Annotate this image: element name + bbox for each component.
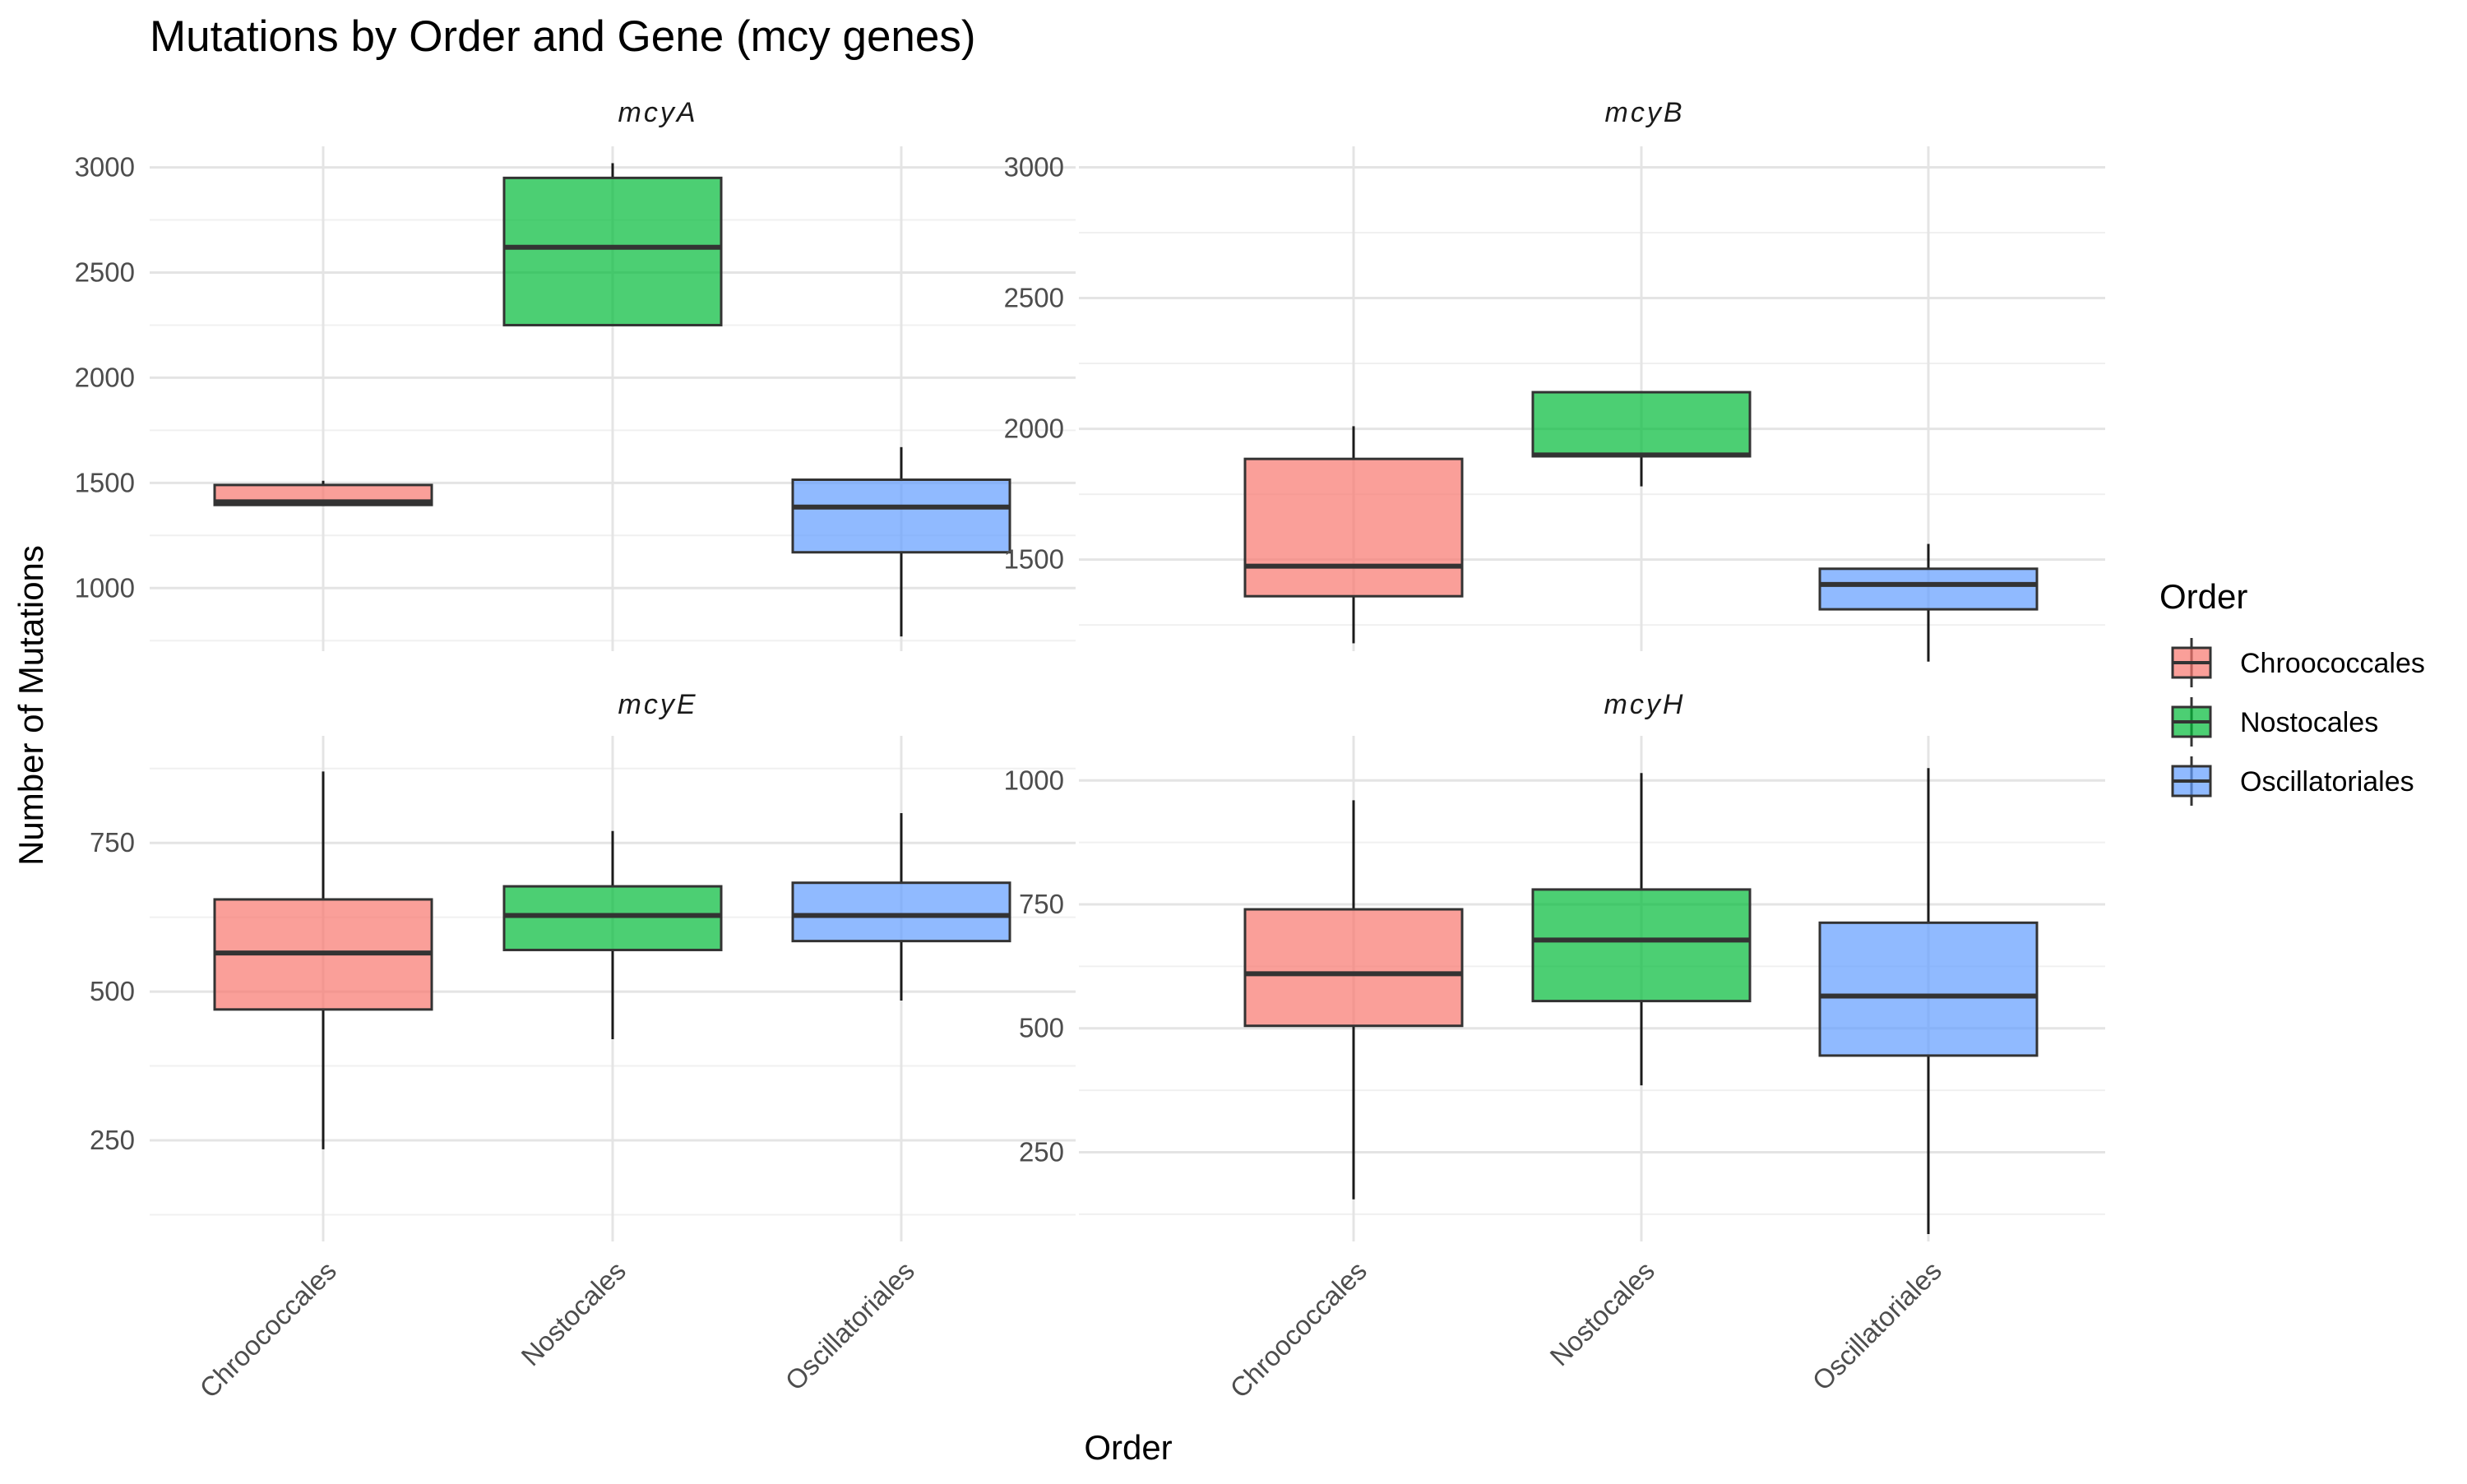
y-tick-label: 250 xyxy=(90,1125,135,1155)
box-iqr xyxy=(791,478,1011,554)
legend-label: Chroococcales xyxy=(2240,648,2425,679)
box-oscillatoriales xyxy=(791,446,1011,637)
facet-panels: 1000 1500 2000 2500 3000 mcyA 1500 2000 2500 3000… xyxy=(75,97,2105,1403)
box-nostocales xyxy=(1531,773,1752,1086)
y-tick-label: 500 xyxy=(1019,1013,1064,1043)
box-iqr xyxy=(1818,921,2039,1057)
box-iqr xyxy=(1818,567,2039,611)
x-tick-label: Nostocales xyxy=(515,1255,632,1372)
y-tick-label: 2000 xyxy=(75,362,135,392)
box-iqr xyxy=(1531,888,1752,1003)
facet-mcyH: 250 500 750 1000 mcyH Chroococcales Nostocales… xyxy=(1004,689,2105,1403)
facet-mcyB: 1500 2000 2500 3000 mcyB xyxy=(1004,97,2105,662)
y-tick-label: 3000 xyxy=(75,152,135,183)
y-tick-label: 1000 xyxy=(75,572,135,603)
box-chroococcales xyxy=(1243,800,1464,1200)
y-tick-label: 2500 xyxy=(1004,283,1064,313)
chart-title: Mutations by Order and Gene (mcy genes) xyxy=(150,12,976,61)
x-tick-label: Oscillatoriales xyxy=(780,1255,920,1396)
box-nostocales xyxy=(1531,391,1752,487)
box-chroococcales xyxy=(213,480,433,506)
box-oscillatoriales xyxy=(1818,543,2039,662)
facet-mcyA: 1000 1500 2000 2500 3000 mcyA xyxy=(75,97,1076,651)
x-axis-title: Order xyxy=(1084,1428,1172,1467)
y-tick-label: 500 xyxy=(90,976,135,1006)
y-tick-label: 3000 xyxy=(1004,151,1064,182)
y-tick-label: 1500 xyxy=(1004,544,1064,575)
facet-mcyE: 250 500 750 mcyE Chroococcales Nostocales Osci… xyxy=(90,689,1076,1403)
facet-strip-label: mcyH xyxy=(1604,689,1686,720)
box-chroococcales xyxy=(1243,426,1464,644)
legend-title: Order xyxy=(2159,577,2247,616)
box-iqr xyxy=(1531,391,1752,458)
y-tick-label: 750 xyxy=(1019,889,1064,919)
facet-strip-label: mcyE xyxy=(618,689,698,720)
box-iqr xyxy=(1243,908,1464,1028)
x-tick-label: Chroococcales xyxy=(193,1255,342,1404)
y-axis-title: Number of Mutations xyxy=(12,545,50,866)
y-tick-label: 1500 xyxy=(75,467,135,497)
legend-item-oscillatoriales: Oscillatoriales xyxy=(2171,756,2414,806)
box-oscillatoriales xyxy=(791,813,1011,1001)
legend-label: Oscillatoriales xyxy=(2240,766,2414,797)
x-tick-label: Oscillatoriales xyxy=(1807,1255,1947,1396)
box-nostocales xyxy=(502,830,723,1039)
y-tick-label: 250 xyxy=(1019,1136,1064,1167)
x-tick-label: Nostocales xyxy=(1544,1255,1660,1372)
legend-item-chroococcales: Chroococcales xyxy=(2171,638,2425,687)
box-nostocales xyxy=(502,163,723,326)
box-iqr xyxy=(502,176,723,326)
legend: Order Chroococcales Nostocales Oscillatori… xyxy=(2159,577,2425,806)
facet-strip-label: mcyB xyxy=(1605,97,1685,128)
box-iqr xyxy=(502,885,723,951)
y-tick-label: 750 xyxy=(90,827,135,858)
y-tick-label: 1000 xyxy=(1004,765,1064,795)
y-tick-label: 2500 xyxy=(75,257,135,288)
facet-strip-label: mcyA xyxy=(618,97,698,128)
box-iqr xyxy=(1243,457,1464,598)
legend-label: Nostocales xyxy=(2240,707,2378,738)
y-tick-label: 2000 xyxy=(1004,414,1064,444)
box-oscillatoriales xyxy=(1818,768,2039,1234)
box-iqr xyxy=(791,881,1011,943)
legend-item-nostocales: Nostocales xyxy=(2171,697,2378,747)
box-chroococcales xyxy=(213,771,433,1149)
x-tick-label: Chroococcales xyxy=(1224,1255,1372,1404)
